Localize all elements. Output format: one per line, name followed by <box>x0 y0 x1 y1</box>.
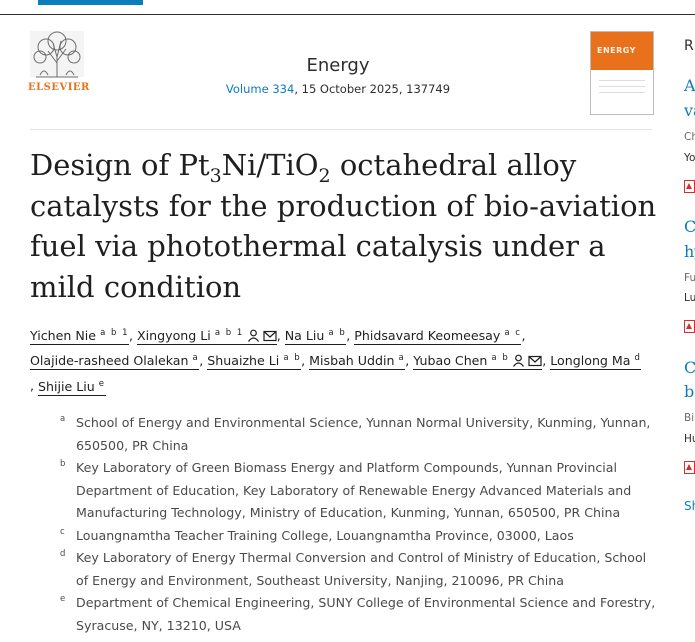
pdf-icon[interactable] <box>684 320 695 333</box>
author-link[interactable]: Shijie Liu e <box>38 378 106 396</box>
author-affil-sup: d <box>634 353 642 364</box>
pdf-icon[interactable] <box>684 461 695 474</box>
affiliation-item: e Department of Chemical Engineering, SUN… <box>60 592 660 637</box>
author-affil-sup: a b <box>283 353 302 364</box>
author-affil-sup: a <box>398 353 406 364</box>
envelope-icon <box>528 356 542 367</box>
author-link[interactable]: Na Liu a b <box>284 328 347 346</box>
affiliation-letter: c <box>60 526 65 537</box>
title-sub-1: 3 <box>209 164 222 187</box>
author-link[interactable]: Longlong Ma d <box>550 353 642 371</box>
recommended-articles-sidebar: R A va Ch Yo Ca hy Fu Lu Co ba Bi Hu Sh <box>672 0 695 642</box>
issue-details: , 15 October 2025, 137749 <box>294 82 451 96</box>
sidebar-article-meta: Ch <box>684 131 695 143</box>
top-nav-divider <box>0 14 695 15</box>
affiliation-item: c Louangnamtha Teacher Training College, … <box>60 525 660 548</box>
author-name: Olajide-rasheed Olalekan <box>30 353 189 369</box>
person-icon <box>513 354 525 368</box>
author-link[interactable]: Olajide-rasheed Olalekan a <box>30 353 200 371</box>
author-link[interactable]: Xingyong Li a b 1 <box>137 328 277 346</box>
author-affil-sup: a <box>192 353 200 364</box>
title-part-1: Design of Pt <box>30 148 210 182</box>
publisher-name: ELSEVIER <box>28 82 90 93</box>
affiliation-letter: b <box>60 459 66 469</box>
affiliation-text: Key Laboratory of Green Biomass Energy a… <box>76 460 632 520</box>
affiliation-text: Louangnamtha Teacher Training College, L… <box>76 527 574 543</box>
sidebar-article-meta: Fu <box>684 272 695 284</box>
journal-title-link[interactable]: Energy <box>306 55 370 76</box>
author-name: Yichen Nie <box>30 328 97 344</box>
author-separator: , <box>30 378 35 394</box>
top-nav-active-indicator <box>38 0 143 5</box>
affiliation-item: b Key Laboratory of Green Biomass Energy … <box>60 457 660 525</box>
sidebar-article-title-line[interactable]: Co <box>684 358 695 377</box>
author-affil-sup: a b 1 <box>214 328 244 338</box>
author-affil-sup: e <box>98 378 106 389</box>
author-link[interactable]: Yichen Nie a b 1 <box>30 328 129 346</box>
author-affil-sup: a c <box>504 328 522 338</box>
sidebar-article-authors: Hu <box>684 433 695 445</box>
cover-banner: ENERGY <box>591 32 653 70</box>
author-list: Yichen Nie a b 1, Xingyong Li a b 1, Na … <box>30 322 660 398</box>
affiliation-item: d Key Laboratory of Energy Thermal Conver… <box>60 547 660 592</box>
author-name: Yubao Chen <box>413 353 488 369</box>
article-title: Design of Pt3Ni/TiO2 octahedral alloy ca… <box>30 145 660 307</box>
sidebar-article-meta: Bi <box>684 412 695 424</box>
cover-title: ENERGY <box>597 46 636 55</box>
author-link[interactable]: Yubao Chen a b <box>413 353 543 371</box>
affiliation-text: Key Laboratory of Energy Thermal Convers… <box>76 550 647 588</box>
pdf-icon[interactable] <box>684 180 695 193</box>
author-affil-sup: a b 1 <box>100 328 129 338</box>
header-divider <box>30 129 652 130</box>
title-sub-2: 2 <box>318 164 331 187</box>
affiliation-letter: d <box>60 549 66 559</box>
author-name: Xingyong Li <box>137 328 211 344</box>
author-separator: , <box>521 328 526 344</box>
title-part-3: octahedral alloy catalysts for the produ… <box>30 148 657 304</box>
affiliation-list: a School of Energy and Environmental Scie… <box>60 412 660 637</box>
sidebar-article-title-line[interactable]: A <box>684 76 695 95</box>
sidebar-article-title-line[interactable]: ba <box>684 382 695 401</box>
sidebar-article-title-line[interactable]: Ca <box>684 217 695 236</box>
author-separator: , <box>346 328 351 344</box>
sidebar-heading: R <box>684 38 694 54</box>
envelope-icon <box>263 331 277 342</box>
author-name: Phidsavard Keomeesay <box>354 328 501 344</box>
affiliation-item: a School of Energy and Environmental Scie… <box>60 412 660 457</box>
affiliation-text: Department of Chemical Engineering, SUNY… <box>76 595 656 633</box>
sidebar-article-title-line[interactable]: hy <box>684 242 695 261</box>
show-more-link[interactable]: Sh <box>684 499 695 513</box>
cover-lines <box>599 80 645 81</box>
author-link[interactable]: Shuaizhe Li a b <box>207 353 302 371</box>
author-link[interactable]: Phidsavard Keomeesay a c <box>354 328 522 346</box>
author-separator: , <box>542 353 547 369</box>
author-separator: , <box>301 353 306 369</box>
affiliation-text: School of Energy and Environmental Scien… <box>76 415 651 453</box>
author-separator: , <box>129 328 134 344</box>
author-name: Shuaizhe Li <box>207 353 280 369</box>
sidebar-article-title-line[interactable]: va <box>684 101 695 120</box>
author-link[interactable]: Misbah Uddin a <box>309 353 406 371</box>
author-separator: , <box>405 353 410 369</box>
volume-link[interactable]: Volume 334 <box>225 82 295 96</box>
author-name: Na Liu <box>284 328 325 344</box>
affiliation-letter: e <box>60 594 66 604</box>
author-affil-sup: a b <box>491 353 510 364</box>
author-name: Misbah Uddin <box>309 353 395 369</box>
sidebar-article-authors: Yo <box>684 152 695 164</box>
journal-cover-thumbnail[interactable]: ENERGY <box>590 31 654 115</box>
title-part-2: Ni/TiO <box>221 148 319 182</box>
author-separator: , <box>276 328 281 344</box>
author-affil-sup: a b <box>328 328 347 338</box>
author-name: Longlong Ma <box>550 353 631 369</box>
author-name: Shijie Liu <box>38 378 95 394</box>
affiliation-letter: a <box>60 414 66 424</box>
author-separator: , <box>199 353 204 369</box>
elsevier-tree-logo[interactable] <box>28 29 86 94</box>
sidebar-article-authors: Lu <box>684 292 695 304</box>
person-icon <box>247 329 259 343</box>
volume-line: Volume 334, 15 October 2025, 137749 <box>200 82 476 96</box>
